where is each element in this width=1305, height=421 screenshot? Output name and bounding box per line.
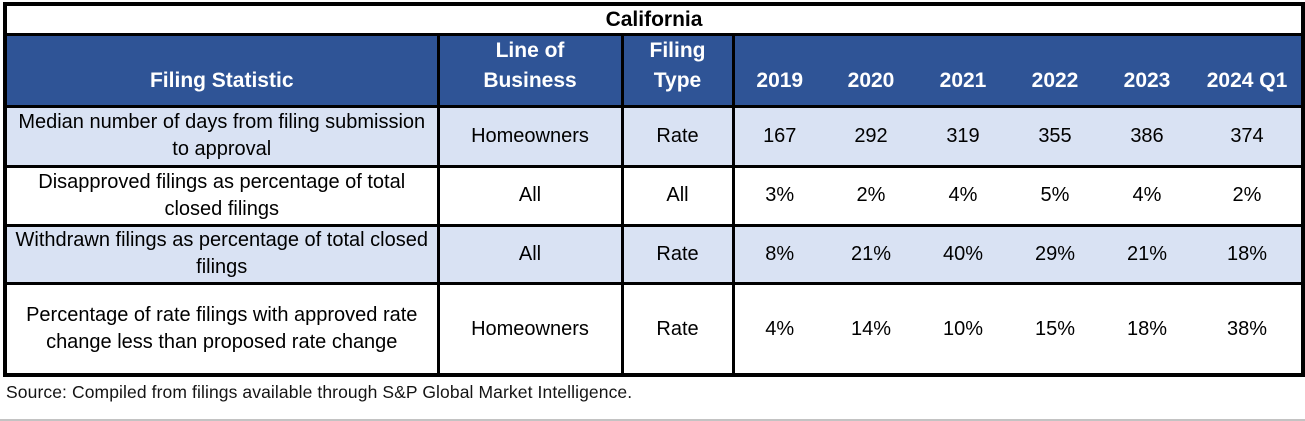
statistic-cell: Median number of days from filing submis… xyxy=(5,106,440,168)
table-row: Median number of days from filing submis… xyxy=(5,106,1304,168)
col-header-year-2023: 2023 xyxy=(1101,34,1193,108)
value-cell: 167 xyxy=(731,106,825,168)
value-cell: 2% xyxy=(1193,166,1304,227)
line-of-business-cell: Homeowners xyxy=(438,283,624,377)
table-title: California xyxy=(5,4,1304,36)
value-cell: 5% xyxy=(1009,166,1101,227)
value-cell: 38% xyxy=(1193,283,1304,377)
value-cell: 386 xyxy=(1101,106,1193,168)
col-header-year-2024-q1: 2024 Q1 xyxy=(1193,34,1304,108)
statistic-cell: Withdrawn filings as percentage of total… xyxy=(5,225,440,285)
filing-type-cell: Rate xyxy=(622,283,735,377)
col-header-year-2020: 2020 xyxy=(825,34,917,108)
col-header-year-2022: 2022 xyxy=(1009,34,1101,108)
value-cell: 374 xyxy=(1193,106,1304,168)
filing-type-cell: Rate xyxy=(622,225,735,285)
value-cell: 29% xyxy=(1009,225,1101,285)
filing-type-cell: All xyxy=(622,166,735,227)
col-header-filing-statistic: Filing Statistic xyxy=(5,34,440,108)
value-cell: 319 xyxy=(917,106,1009,168)
line-of-business-cell: All xyxy=(438,166,624,227)
value-cell: 292 xyxy=(825,106,917,168)
value-cell: 4% xyxy=(917,166,1009,227)
line-of-business-cell: All xyxy=(438,225,624,285)
statistic-cell: Percentage of rate filings with approved… xyxy=(5,283,440,377)
value-cell: 10% xyxy=(917,283,1009,377)
header-row: Filing Statistic Line of Business Filing… xyxy=(5,34,1304,108)
col-header-line-of-business: Line of Business xyxy=(438,34,624,108)
value-cell: 4% xyxy=(731,283,825,377)
value-cell: 40% xyxy=(917,225,1009,285)
filing-type-cell: Rate xyxy=(622,106,735,168)
value-cell: 8% xyxy=(731,225,825,285)
value-cell: 21% xyxy=(1101,225,1193,285)
col-header-filing-type: Filing Type xyxy=(622,34,735,108)
value-cell: 21% xyxy=(825,225,917,285)
value-cell: 15% xyxy=(1009,283,1101,377)
col-header-year-2019: 2019 xyxy=(731,34,825,108)
line-of-business-cell: Homeowners xyxy=(438,106,624,168)
statistic-cell: Disapproved filings as percentage of tot… xyxy=(5,166,440,227)
table-row: Withdrawn filings as percentage of total… xyxy=(5,225,1304,285)
value-cell: 3% xyxy=(731,166,825,227)
value-cell: 2% xyxy=(825,166,917,227)
source-note: Source: Compiled from filings available … xyxy=(6,382,633,403)
value-cell: 18% xyxy=(1193,225,1304,285)
value-cell: 18% xyxy=(1101,283,1193,377)
title-row: California xyxy=(5,4,1304,36)
california-filing-statistics-table: California Filing Statistic Line of Busi… xyxy=(3,2,1305,378)
value-cell: 14% xyxy=(825,283,917,377)
value-cell: 355 xyxy=(1009,106,1101,168)
value-cell: 4% xyxy=(1101,166,1193,227)
table-row: Percentage of rate filings with approved… xyxy=(5,283,1304,377)
col-header-year-2021: 2021 xyxy=(917,34,1009,108)
table-row: Disapproved filings as percentage of tot… xyxy=(5,166,1304,227)
